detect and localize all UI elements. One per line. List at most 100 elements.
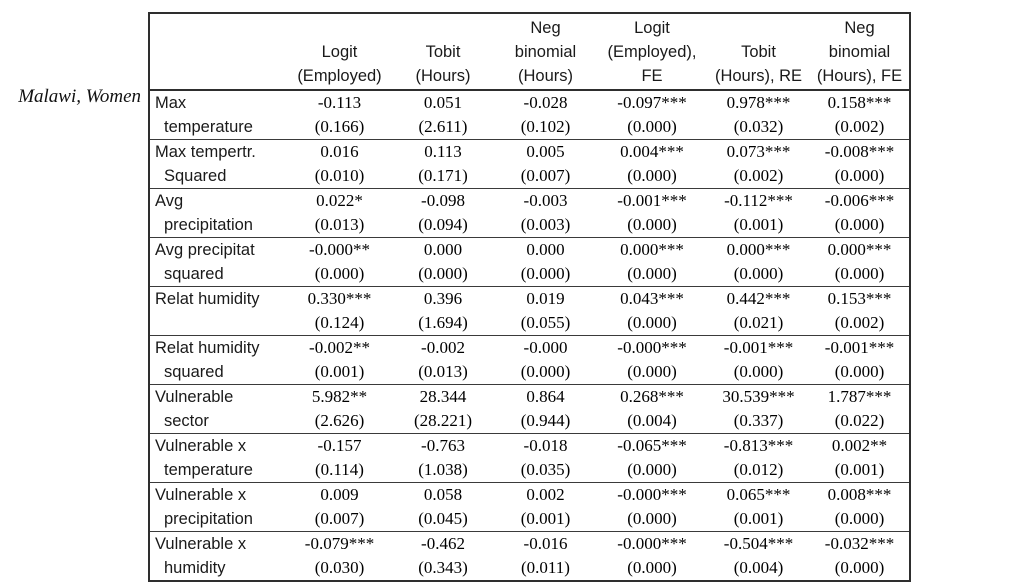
column-header-logit-employed-fe: Logit (Employed), FE [597, 13, 707, 90]
column-header-line: Neg [530, 19, 561, 37]
row-label-line1: Vulnerable x [155, 437, 247, 455]
row-label: Avg precipitation [149, 189, 287, 238]
std-error-value: (0.000) [418, 264, 468, 283]
std-error-value: (0.337) [733, 411, 784, 430]
estimate-cell: 0.000*** (0.000) [597, 238, 707, 287]
std-error-value: (0.002) [834, 313, 885, 332]
coefficient-value: -0.001*** [723, 338, 794, 357]
coefficient-value: 0.396 [423, 289, 463, 308]
table-row: Vulnerable x precipitation 0.009 (0.007) 0.0… [149, 483, 910, 532]
row-label-line2: humidity [164, 559, 226, 577]
std-error-value: (0.000) [520, 264, 571, 283]
coefficient-value: -0.504*** [723, 534, 794, 553]
std-error-value: (0.000) [627, 117, 677, 136]
estimate-cell: -0.001*** (0.000) [597, 189, 707, 238]
row-group-label: Malawi, Women [18, 86, 141, 107]
estimate-cell: -0.000** (0.000) [287, 238, 392, 287]
row-label-line1: Vulnerable x [155, 486, 247, 504]
row-label-line2: squared [164, 363, 224, 381]
std-error-value: (0.045) [418, 509, 468, 528]
coefficient-value: -0.098 [421, 191, 465, 210]
coefficient-value: -0.157 [317, 436, 362, 455]
coefficient-value: -0.032*** [824, 534, 895, 553]
coefficient-value: -0.018 [523, 436, 568, 455]
estimate-cell: 0.000*** (0.000) [707, 238, 810, 287]
coefficient-value: 0.000 [526, 240, 565, 259]
estimate-cell: 0.442*** (0.021) [707, 287, 810, 336]
column-header-neg-binomial-hours: Neg binomial (Hours) [494, 13, 597, 90]
table-row: Vulnerable x temperature -0.157 (0.114) -0.7… [149, 434, 910, 483]
estimate-cell: 0.058 (0.045) [392, 483, 494, 532]
row-label-line2: temperature [164, 118, 253, 136]
table-row: Relat humidity squared -0.002** (0.001) -0.0… [149, 336, 910, 385]
std-error-value: (0.022) [834, 411, 885, 430]
coefficient-value: -0.028 [523, 93, 568, 112]
estimate-cell: 28.344 (28.221) [392, 385, 494, 434]
column-header-tobit-hours: Tobit (Hours) [392, 13, 494, 90]
coefficient-value: -0.008*** [824, 142, 895, 161]
estimate-cell: -0.028 (0.102) [494, 90, 597, 140]
row-label-line1: Vulnerable x [155, 535, 247, 553]
std-error-value: (0.000) [627, 460, 677, 479]
estimate-cell: 0.004*** (0.000) [597, 140, 707, 189]
estimate-cell: -0.000*** (0.000) [597, 336, 707, 385]
table-row: Vulnerable x humidity -0.079*** (0.030) -0.4… [149, 532, 910, 582]
column-header-logit-employed: Logit (Employed) [287, 13, 392, 90]
table-row: Max tempertr. Squared 0.016 (0.010) 0.113 (0.… [149, 140, 910, 189]
coefficient-value: 0.051 [423, 93, 463, 112]
estimate-cell: 0.000*** (0.000) [810, 238, 910, 287]
estimate-cell: 0.000 (0.000) [494, 238, 597, 287]
estimate-cell: -0.003 (0.003) [494, 189, 597, 238]
estimate-cell: -0.813*** (0.012) [707, 434, 810, 483]
row-label: Relat humidity [149, 287, 287, 336]
coefficient-value: -0.002** [309, 338, 370, 357]
coefficient-value: 0.158*** [827, 93, 892, 112]
row-label-line2: temperature [164, 461, 253, 479]
coefficient-value: -0.000 [523, 338, 568, 357]
coefficient-value: 0.330*** [307, 289, 372, 308]
std-error-value: (0.000) [627, 509, 677, 528]
std-error-value: (0.114) [315, 460, 364, 479]
row-label-line1: Relat humidity [155, 290, 260, 308]
std-error-value: (0.021) [733, 313, 784, 332]
column-header-neg-binomial-hours-fe: Neg binomial (Hours), FE [810, 13, 910, 90]
std-error-value: (0.004) [627, 411, 677, 430]
row-label-line2: squared [164, 265, 224, 283]
std-error-value: (0.001) [733, 509, 784, 528]
coefficient-value: -0.000** [309, 240, 370, 259]
std-error-value: (0.000) [627, 264, 677, 283]
std-error-value: (0.944) [520, 411, 571, 430]
results-table-container: Logit (Employed) Tobit (Hours) Neg binomial (H… [148, 12, 911, 582]
row-label-line2: precipitation [164, 216, 253, 234]
estimate-cell: -0.000*** (0.000) [597, 532, 707, 582]
estimate-cell: -0.006*** (0.000) [810, 189, 910, 238]
estimate-cell: -0.113 (0.166) [287, 90, 392, 140]
row-label-line1: Avg precipitat [155, 241, 255, 259]
estimate-cell: -0.079*** (0.030) [287, 532, 392, 582]
std-error-value: (0.343) [418, 558, 468, 577]
std-error-value: (0.000) [834, 362, 885, 381]
coefficient-value: -0.002 [421, 338, 465, 357]
coefficient-value: 0.000*** [620, 240, 684, 259]
column-header-line: binomial [828, 43, 891, 61]
std-error-value: (0.013) [418, 362, 468, 381]
std-error-value: (0.000) [627, 558, 677, 577]
coefficient-value: -0.000*** [617, 485, 687, 504]
coefficient-value: 0.065*** [726, 485, 791, 504]
std-error-value: (0.000) [314, 264, 365, 283]
coefficient-value: 0.005 [526, 142, 565, 161]
coefficient-value: -0.813*** [723, 436, 794, 455]
std-error-value: (0.000) [627, 215, 677, 234]
estimate-cell: 0.008*** (0.000) [810, 483, 910, 532]
coefficient-value: 0.000*** [827, 240, 892, 259]
estimate-cell: -0.002 (0.013) [392, 336, 494, 385]
coefficient-value: 0.004*** [620, 142, 684, 161]
column-header-line: Tobit [741, 43, 776, 61]
coefficient-value: -0.006*** [824, 191, 895, 210]
estimate-cell: 0.019 (0.055) [494, 287, 597, 336]
coefficient-value: 5.982** [311, 387, 368, 406]
estimate-cell: -0.462 (0.343) [392, 532, 494, 582]
estimate-cell: -0.098 (0.094) [392, 189, 494, 238]
table-row: Avg precipitat squared -0.000** (0.000) 0.00… [149, 238, 910, 287]
row-label-line1: Max tempertr. [155, 143, 256, 161]
